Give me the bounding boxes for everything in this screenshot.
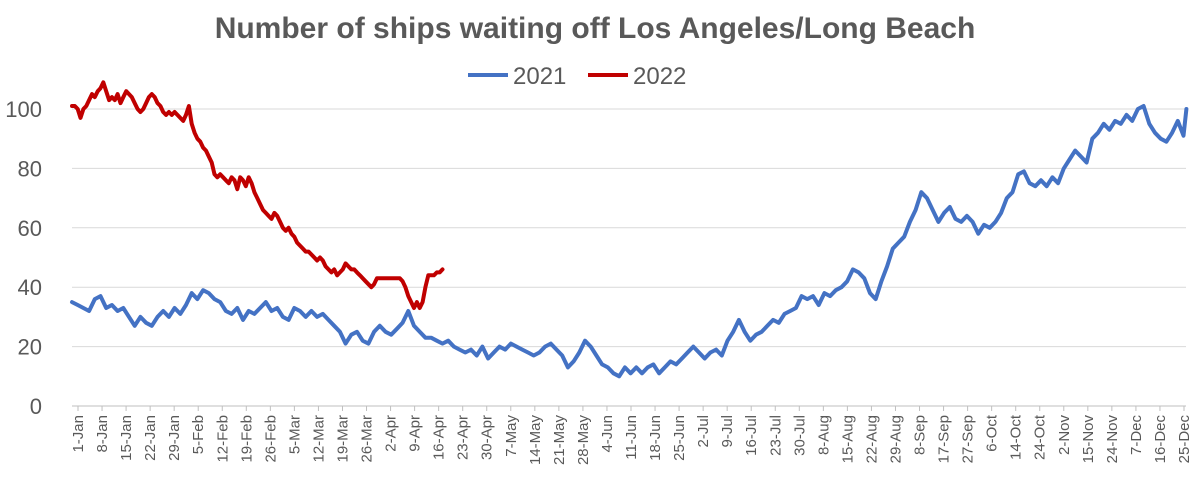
y-tick-label: 80 (18, 156, 42, 181)
x-tick-label: 11-Jun (623, 415, 640, 460)
x-tick-label: 12-Mar (310, 415, 327, 463)
x-tick-label: 23-Jul (767, 415, 784, 456)
x-tick-label: 21-May (551, 415, 568, 466)
series-lines (70, 80, 1189, 379)
series-line-2022 (70, 80, 445, 310)
x-tick-label: 7-Dec (1128, 415, 1145, 456)
x-tick-label: 26-Mar (359, 415, 376, 463)
legend-label-2021: 2021 (513, 63, 566, 90)
x-tick-label: 6-Oct (984, 414, 1001, 452)
y-tick-label: 20 (18, 335, 42, 360)
x-tick-label: 29-Aug (887, 415, 904, 463)
x-tick-label: 30-Jul (791, 415, 808, 456)
x-tick-label: 25-Jun (671, 415, 688, 461)
x-tick-label: 19-Mar (334, 415, 351, 463)
x-tick-label: 27-Sep (960, 415, 977, 463)
x-tick-label: 9-Jul (719, 415, 736, 448)
chart-title: Number of ships waiting off Los Angeles/… (215, 12, 976, 45)
x-tick-label: 30-Apr (479, 415, 496, 460)
x-tick-label: 17-Sep (936, 415, 953, 463)
y-tick-label: 60 (18, 216, 42, 241)
x-tick-label: 24-Nov (1104, 415, 1121, 464)
x-tick-label: 15-Jan (118, 415, 135, 461)
x-tick-label: 24-Oct (1032, 414, 1049, 460)
x-tick-label: 12-Feb (214, 415, 231, 463)
x-tick-label: 2-Apr (383, 415, 400, 452)
x-tick-label: 22-Aug (863, 415, 880, 463)
x-tick-label: 22-Jan (142, 415, 159, 461)
x-tick-label: 18-Jun (647, 415, 664, 461)
x-tick-label: 26-Feb (262, 415, 279, 463)
x-tick-label: 23-Apr (455, 415, 472, 460)
x-tick-label: 9-Apr (407, 415, 424, 452)
x-tick-label: 2-Jul (695, 415, 712, 448)
x-tick-label: 25-Dec (1176, 415, 1193, 464)
y-axis-ticks: 0 20 40 60 80 100 (5, 97, 42, 419)
y-tick-label: 100 (5, 97, 42, 122)
legend: 2021 2022 (468, 63, 686, 90)
x-tick-label: 1-Jan (70, 415, 87, 453)
x-tick-label: 14-Oct (1008, 414, 1025, 460)
x-tick-label: 2-Nov (1056, 415, 1073, 456)
x-axis-ticks: 1-Jan 8-Jan 15-Jan 22-Jan 29-Jan 5-Feb 12-Feb 1… (70, 406, 1193, 465)
x-tick-label: 14-May (527, 415, 544, 466)
x-tick-label: 19-Feb (238, 415, 255, 463)
x-tick-label: 16-Dec (1152, 415, 1169, 464)
legend-label-2022: 2022 (633, 63, 686, 90)
x-tick-label: 5-Feb (190, 415, 207, 454)
x-tick-label: 16-Apr (431, 415, 448, 460)
y-tick-label: 0 (30, 394, 42, 419)
x-tick-label: 8-Aug (815, 415, 832, 455)
series-line-2021 (70, 104, 1189, 379)
x-tick-label: 15-Aug (839, 415, 856, 463)
x-tick-label: 29-Jan (166, 415, 183, 461)
x-tick-label: 8-Jan (94, 415, 111, 453)
gridlines (72, 108, 1186, 407)
x-tick-label: 15-Nov (1080, 415, 1097, 464)
x-tick-label: 4-Jun (599, 415, 616, 453)
x-tick-label: 28-May (575, 415, 592, 466)
x-tick-label: 7-May (503, 415, 520, 457)
y-tick-label: 40 (18, 275, 42, 300)
x-tick-label: 8-Sep (912, 415, 929, 455)
x-tick-label: 5-Mar (286, 415, 303, 454)
x-tick-label: 16-Jul (743, 415, 760, 456)
